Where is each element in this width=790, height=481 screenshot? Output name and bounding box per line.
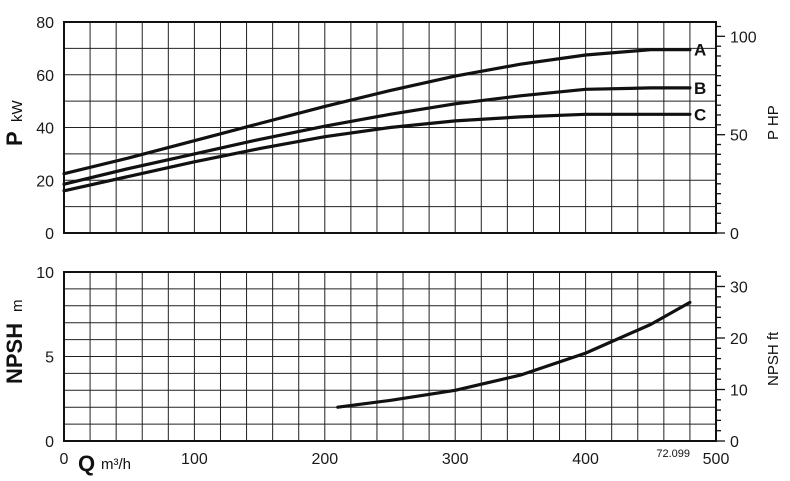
npsh-right-axis-label: NPSH ft (765, 331, 782, 386)
npsh-axis-symbol: NPSH (2, 323, 27, 384)
power-series-labels: ABC (694, 41, 706, 125)
flow-axis-unit: m³/h (101, 456, 131, 473)
tick-label: 20 (36, 173, 54, 190)
power-right-axis-label: P HP (765, 105, 782, 140)
chart-code: 72.099 (656, 448, 690, 460)
npsh-line (336, 300, 692, 409)
npsh-panel: 0 5 10 0 10 20 30 0 100 200 300 400 500 NPSH m NPS… (2, 265, 782, 476)
power-plot-frame (63, 21, 717, 234)
flow-axis-symbol: Q (78, 451, 95, 476)
tick-label: 80 (36, 15, 54, 32)
flow-ticks: 0 100 200 300 400 500 (60, 451, 730, 468)
series-c-label: C (694, 105, 706, 124)
tick-label: 20 (730, 331, 748, 348)
tick-label: 100 (181, 451, 208, 468)
npsh-axis-unit: m (9, 300, 26, 313)
tick-label: 0 (730, 434, 739, 451)
tick-label: 0 (45, 434, 54, 451)
npsh-grid (64, 272, 716, 441)
series-c-line (62, 112, 692, 193)
tick-label: 0 (45, 226, 54, 243)
series-a-line (62, 48, 692, 176)
tick-label: 0 (730, 226, 739, 243)
tick-label: 60 (36, 68, 54, 85)
tick-label: 200 (311, 451, 338, 468)
series-b-line (62, 86, 692, 186)
power-curves (62, 48, 692, 193)
power-panel: 0 20 40 60 80 0 50 100 ABC P kW P HP (2, 15, 782, 243)
tick-label: 10 (730, 383, 748, 400)
power-axis-unit: kW (9, 100, 26, 123)
tick-label: 50 (730, 128, 748, 145)
npsh-ft-ticks: 0 10 20 30 (716, 275, 748, 451)
tick-label: 500 (703, 451, 730, 468)
tick-label: 400 (572, 451, 599, 468)
tick-label: 40 (36, 121, 54, 138)
tick-label: 5 (45, 350, 54, 367)
series-b-label: B (694, 79, 706, 98)
power-axis-symbol: P (2, 131, 27, 146)
tick-label: 300 (442, 451, 469, 468)
power-hp-ticks: 0 50 100 (716, 25, 757, 243)
power-kw-ticks: 0 20 40 60 80 (36, 15, 54, 243)
tick-label: 100 (730, 29, 757, 46)
series-a-label: A (694, 41, 706, 60)
npsh-curves (336, 300, 692, 409)
npsh-plot-frame (63, 271, 717, 442)
tick-label: 10 (36, 265, 54, 282)
tick-label: 0 (60, 451, 69, 468)
tick-label: 30 (730, 280, 748, 297)
npsh-m-ticks: 0 5 10 (36, 265, 54, 451)
